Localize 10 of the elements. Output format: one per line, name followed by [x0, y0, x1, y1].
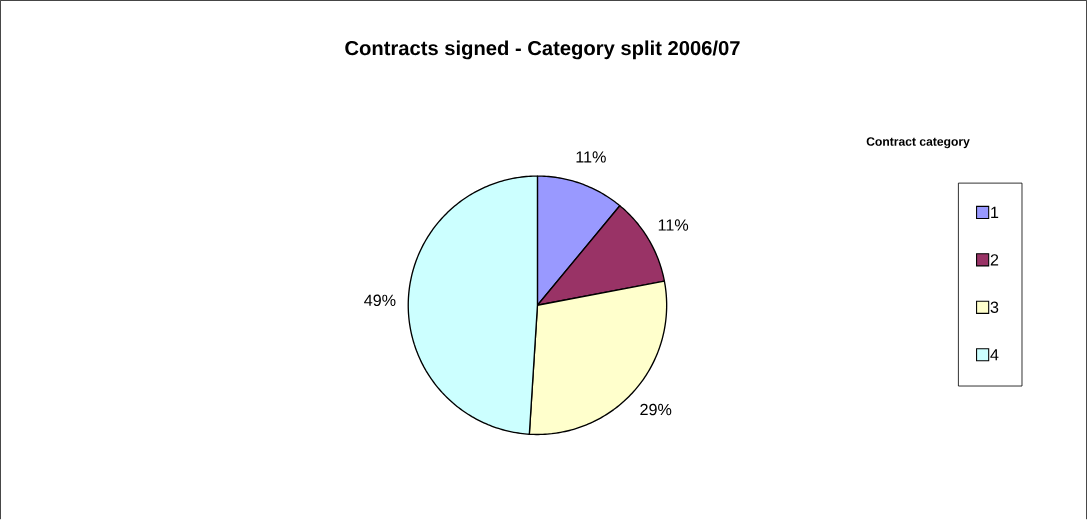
- legend-label: 1: [991, 207, 999, 219]
- data-label: 49%: [364, 294, 396, 307]
- data-label: 11%: [658, 219, 689, 231]
- legend-label: 2: [990, 254, 999, 266]
- legend-title: Contract category: [866, 137, 970, 149]
- legend-label: 3: [990, 301, 999, 314]
- data-label: 29%: [640, 403, 672, 416]
- data-label: 11%: [576, 151, 606, 163]
- legend-label: 4: [990, 349, 999, 361]
- chart-title: Contracts signed - Category split 2006/07: [345, 40, 740, 60]
